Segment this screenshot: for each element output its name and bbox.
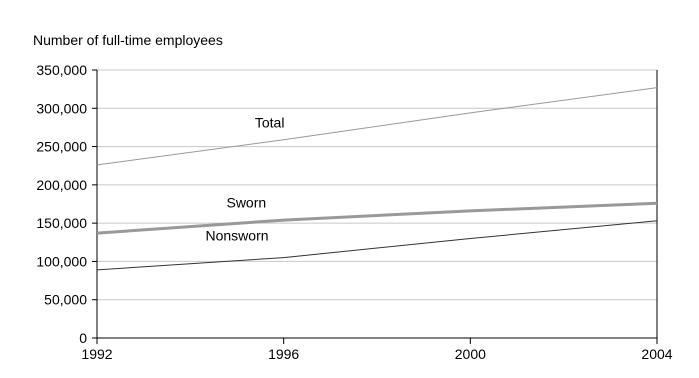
series-label-nonsworn: Nonsworn <box>205 228 268 244</box>
x-tick-label: 2004 <box>641 346 672 362</box>
y-tick-label: 250,000 <box>36 139 87 155</box>
series-line-sworn <box>96 201 658 235</box>
x-tick-labels: 1992 1996 2000 2004 <box>81 346 672 362</box>
series-line-nonsworn <box>96 220 658 271</box>
y-tick-label: 350,000 <box>36 62 87 78</box>
series-label-total: Total <box>255 115 285 131</box>
y-axis-label: Number of full-time employees <box>33 32 223 48</box>
series-labels: Total Sworn Nonsworn <box>205 115 284 244</box>
y-tick-labels: 0 50,000 100,000 150,000 200,000 250,000 300,0… <box>36 62 87 346</box>
y-tick-label: 150,000 <box>36 215 87 231</box>
y-tick-label: 50,000 <box>44 292 87 308</box>
x-tick-label: 2000 <box>455 346 486 362</box>
y-tick-label: 100,000 <box>36 253 87 269</box>
series-lines <box>96 87 658 271</box>
series-line-total <box>96 87 658 166</box>
y-tick-label: 0 <box>79 330 87 346</box>
y-tick-label: 200,000 <box>36 177 87 193</box>
y-tick-label: 300,000 <box>36 100 87 116</box>
x-tick-label: 1992 <box>81 346 112 362</box>
x-tick-label: 1996 <box>268 346 299 362</box>
gridlines <box>97 69 657 301</box>
series-label-sworn: Sworn <box>226 195 266 211</box>
